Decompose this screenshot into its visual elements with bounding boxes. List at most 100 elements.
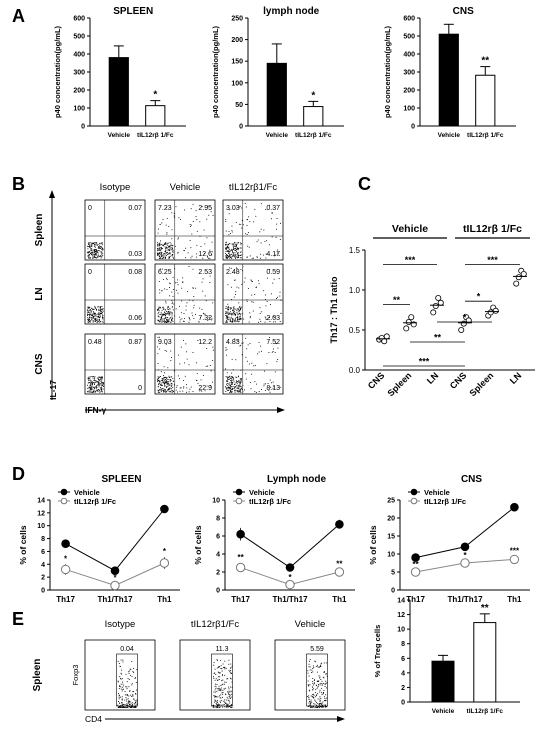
flow-event-dot <box>167 317 169 318</box>
flow-event-dot <box>220 687 222 689</box>
group-label: Vehicle <box>392 223 428 235</box>
flow-event-dot <box>171 385 173 387</box>
flow-event-dot <box>167 389 168 391</box>
flow-event-dot <box>89 245 90 247</box>
flow-event-dot <box>165 379 167 381</box>
flow-event-dot <box>241 342 243 344</box>
flow-event-dot <box>159 387 161 389</box>
flow-event-dot <box>88 256 90 258</box>
flow-event-dot <box>249 317 251 319</box>
flow-event-dot <box>231 389 233 391</box>
flow-event-dot <box>98 317 100 319</box>
flow-event-dot <box>237 391 239 393</box>
significance-label: ** <box>412 560 419 569</box>
flow-event-dot <box>169 283 171 285</box>
flow-event-dot <box>92 384 94 385</box>
flow-event-dot <box>235 386 237 388</box>
flow-event-dot <box>237 257 239 258</box>
flow-event-dot <box>98 390 100 392</box>
flow-event-dot <box>201 281 203 283</box>
flow-event-dot <box>192 352 194 354</box>
flow-event-dot <box>99 313 101 315</box>
flow-event-dot <box>176 386 178 388</box>
x-tick-label: Vehicle <box>108 132 131 139</box>
flow-event-dot <box>255 391 257 393</box>
flow-event-dot <box>195 216 197 217</box>
flow-event-dot <box>216 705 218 707</box>
flow-event-dot <box>220 684 222 686</box>
flow-event-dot <box>229 700 231 702</box>
flow-event-dot <box>279 295 281 297</box>
flow-event-dot <box>227 321 228 323</box>
flow-event-dot <box>92 242 94 244</box>
flow-event-dot <box>233 377 234 379</box>
flow-event-dot <box>240 247 242 249</box>
flow-event-dot <box>253 221 255 223</box>
flow-event-dot <box>99 312 101 314</box>
flow-event-dot <box>232 248 234 250</box>
flow-event-dot <box>190 386 192 388</box>
flow-event-dot <box>225 311 227 313</box>
flow-event-dot <box>125 706 127 708</box>
flow-event-dot <box>89 376 91 378</box>
panel-label-e: E <box>12 609 24 629</box>
flow-event-dot <box>164 309 166 310</box>
flow-event-dot <box>317 680 319 682</box>
flow-event-dot <box>161 246 163 248</box>
y-tick-label: 0.0 <box>349 366 361 375</box>
flow-event-dot <box>89 390 91 392</box>
flow-event-dot <box>117 704 119 706</box>
flow-event-dot <box>126 704 128 706</box>
flow-event-dot <box>159 243 161 245</box>
flow-event-dot <box>239 385 241 387</box>
flow-event-dot <box>202 290 204 292</box>
flow-event-dot <box>236 256 238 258</box>
flow-event-dot <box>310 702 312 704</box>
flow-event-dot <box>235 242 237 244</box>
flow-event-dot <box>101 382 103 384</box>
flow-event-dot <box>321 680 323 682</box>
flow-event-dot <box>171 317 173 319</box>
flow-event-dot <box>317 693 319 695</box>
flow-event-dot <box>232 247 234 249</box>
flow-event-dot <box>313 697 315 699</box>
flow-event-dot <box>234 313 236 315</box>
flow-event-dot <box>101 389 103 391</box>
flow-event-dot <box>307 684 309 686</box>
flow-event-dot <box>179 316 181 318</box>
flow-event-dot <box>157 389 159 391</box>
flow-event-dot <box>90 388 92 390</box>
flow-event-dot <box>202 375 204 376</box>
flow-event-dot <box>102 319 104 321</box>
y-tick-label: 10 <box>387 552 395 559</box>
flow-event-dot <box>230 691 232 693</box>
flow-event-dot <box>196 380 198 381</box>
flow-event-dot <box>183 387 185 389</box>
flow-event-dot <box>166 382 168 383</box>
flow-event-dot <box>229 382 231 384</box>
flow-event-dot <box>92 313 94 315</box>
flow-event-dot <box>168 311 170 313</box>
flow-event-dot <box>95 391 97 392</box>
flow-event-dot <box>228 700 229 702</box>
flow-event-dot <box>272 282 274 284</box>
flow-event-dot <box>120 686 122 688</box>
flow-event-dot <box>101 376 103 378</box>
flow-event-dot <box>183 250 185 252</box>
flow-event-dot <box>312 678 314 679</box>
flow-column-header: Vehicle <box>170 182 201 193</box>
flow-event-dot <box>164 382 166 383</box>
flow-event-dot <box>248 246 250 248</box>
flow-event-dot <box>90 313 92 315</box>
flow-event-dot <box>260 203 262 205</box>
flow-event-dot <box>173 215 175 217</box>
flow-event-dot <box>319 704 321 706</box>
flow-event-dot <box>324 698 326 699</box>
flow-event-dot <box>228 692 230 694</box>
flow-event-dot <box>95 314 97 316</box>
flow-event-dot <box>323 672 325 673</box>
flow-event-dot <box>168 306 169 308</box>
flow-event-dot <box>215 678 217 680</box>
flow-event-dot <box>90 254 92 256</box>
